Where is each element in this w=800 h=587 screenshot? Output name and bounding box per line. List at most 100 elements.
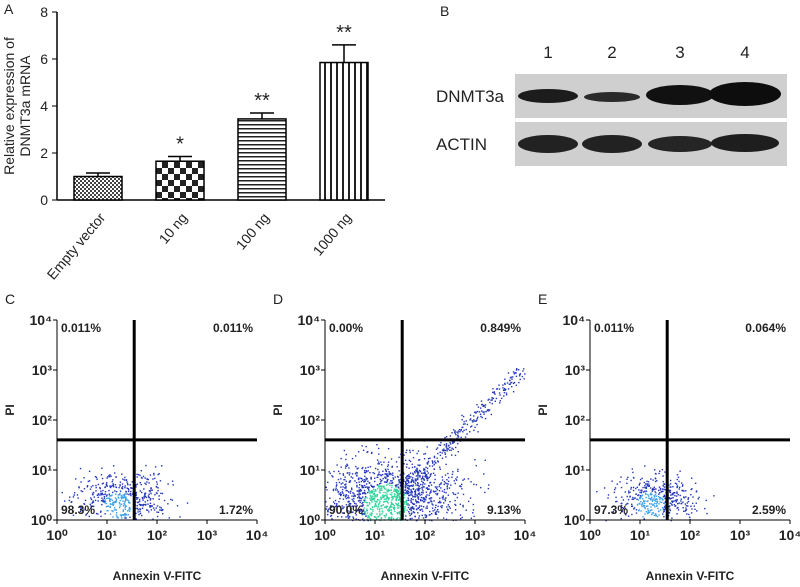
event-dot	[109, 485, 111, 487]
event-dot	[650, 506, 652, 508]
event-dot	[364, 510, 366, 513]
event-dot	[662, 511, 665, 513]
event-dot	[417, 498, 420, 500]
event-dot	[447, 483, 449, 485]
event-dot	[429, 510, 431, 513]
event-dot	[673, 500, 675, 502]
event-dot	[411, 478, 413, 481]
event-dot	[158, 495, 160, 497]
event-dot	[391, 466, 393, 468]
event-dot	[360, 497, 362, 499]
event-dot	[503, 389, 505, 391]
event-dot	[421, 499, 424, 502]
event-dot	[362, 509, 365, 511]
event-dot	[92, 492, 95, 494]
event-dot	[403, 480, 405, 482]
event-dot	[462, 506, 464, 508]
event-dot	[417, 487, 420, 489]
event-dot	[658, 472, 660, 475]
event-dot	[355, 482, 358, 484]
event-dot	[147, 478, 149, 481]
event-dot	[656, 505, 658, 507]
event-dot	[678, 488, 680, 490]
event-dot	[650, 478, 652, 480]
event-dot	[650, 503, 653, 505]
event-dot	[675, 501, 678, 503]
event-dot	[119, 490, 122, 492]
event-dot	[429, 481, 432, 484]
event-dot	[97, 513, 99, 515]
event-dot	[651, 500, 654, 502]
event-dot	[388, 473, 390, 476]
event-dot	[682, 484, 684, 486]
event-dot	[381, 473, 384, 476]
event-dot	[430, 497, 433, 499]
event-dot	[409, 449, 411, 451]
y-tick-label: 10⁰	[31, 512, 53, 528]
event-dot	[383, 487, 386, 490]
event-dot	[479, 413, 482, 415]
event-dot	[332, 476, 334, 478]
lane-label: 2	[607, 43, 616, 62]
event-dot	[394, 496, 396, 498]
event-dot	[371, 451, 373, 454]
event-dot	[463, 478, 466, 480]
event-dot	[481, 410, 483, 412]
event-dot	[384, 494, 386, 497]
event-dot	[395, 488, 397, 491]
event-dot	[339, 492, 342, 494]
event-dot	[393, 490, 395, 492]
event-dot	[366, 501, 369, 504]
event-dot	[329, 515, 332, 517]
event-dot	[377, 447, 380, 450]
event-dot	[674, 494, 676, 497]
event-dot	[171, 480, 174, 482]
event-dot	[372, 510, 374, 512]
event-dot	[391, 499, 393, 501]
event-dot	[364, 497, 366, 500]
event-dot	[412, 485, 414, 487]
event-dot	[186, 502, 189, 504]
event-dot	[425, 516, 427, 518]
event-dot	[129, 493, 132, 495]
event-dot	[373, 495, 375, 498]
event-dot	[379, 500, 381, 503]
event-dot	[370, 452, 373, 455]
event-dot	[345, 483, 347, 485]
event-dot	[384, 506, 386, 508]
event-dot	[414, 478, 417, 480]
event-dot	[385, 497, 388, 499]
event-dot	[470, 517, 473, 520]
event-dot	[522, 370, 524, 372]
event-dot	[129, 516, 131, 518]
event-dot	[369, 503, 371, 505]
row-label: DNMT3a	[436, 87, 505, 106]
event-dot	[448, 487, 451, 489]
x-tick-label: 10³	[465, 527, 486, 543]
event-dot	[385, 481, 387, 483]
event-dot	[422, 492, 424, 494]
event-dot	[124, 485, 126, 487]
event-dot	[350, 476, 352, 478]
event-dot	[639, 478, 642, 481]
event-dot	[344, 484, 346, 486]
event-dot	[124, 517, 126, 519]
event-dot	[396, 513, 399, 515]
event-dot	[386, 495, 388, 498]
event-dot	[91, 505, 94, 507]
event-dot	[391, 472, 394, 474]
event-dot	[359, 493, 362, 495]
event-dot	[387, 461, 390, 463]
event-dot	[630, 486, 633, 489]
event-dot	[371, 499, 373, 502]
event-dot	[442, 496, 444, 499]
event-dot	[77, 497, 79, 499]
event-dot	[100, 492, 102, 495]
event-dot	[148, 482, 150, 484]
event-dot	[676, 491, 678, 493]
event-dot	[81, 490, 84, 493]
event-dot	[621, 496, 623, 498]
event-dot	[472, 509, 475, 511]
quadrant-percent: 1.72%	[219, 503, 253, 517]
event-dot	[397, 502, 400, 504]
